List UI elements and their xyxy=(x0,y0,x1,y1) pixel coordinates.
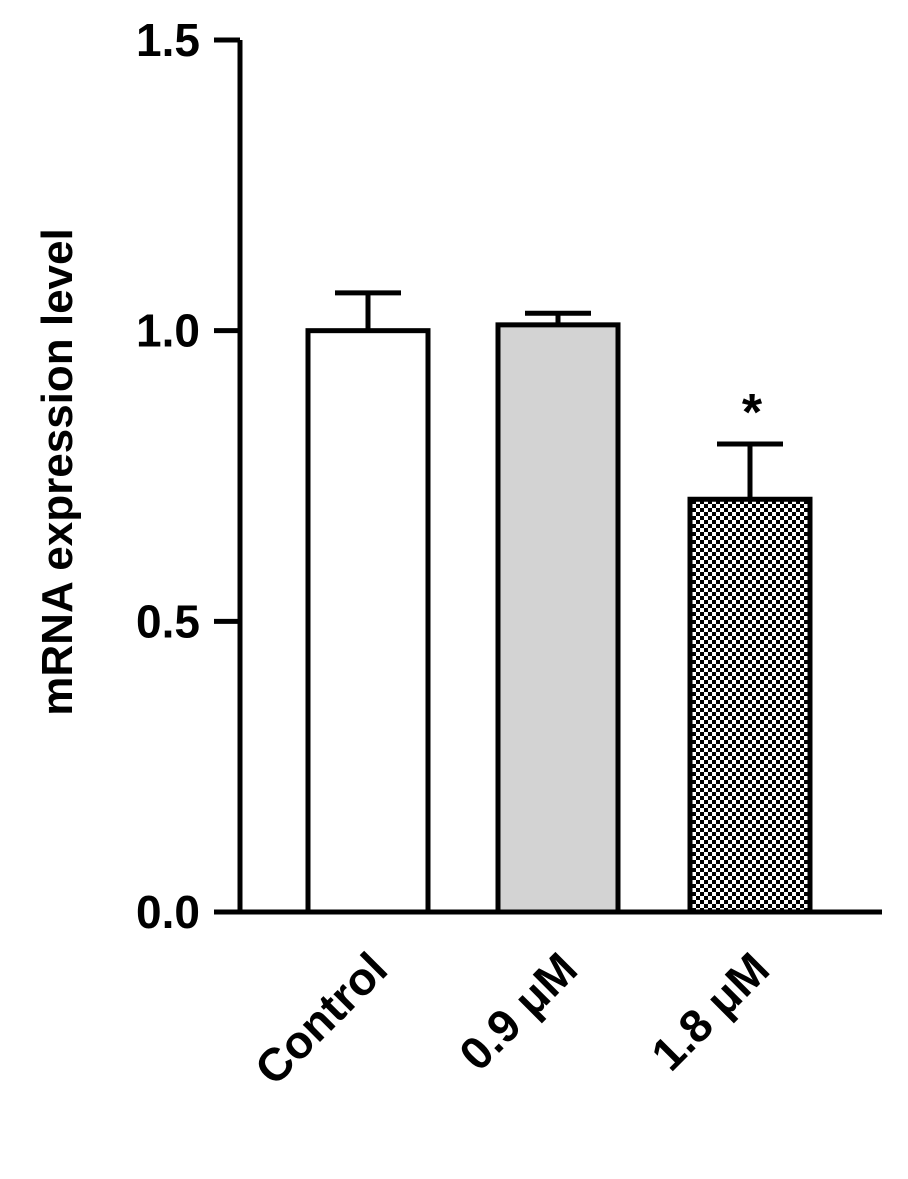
y-tick-label: 0.5 xyxy=(136,595,200,647)
axes-layer xyxy=(237,40,882,915)
x-category-label: 0.9 μM xyxy=(449,942,587,1080)
x-category-label: 1.8 μM xyxy=(641,942,779,1080)
y-axis-title: mRNA expression level xyxy=(33,228,82,715)
y-tick-label: 0.0 xyxy=(136,886,200,938)
category-labels: Control 0.9 μM 1.8 μM xyxy=(245,942,779,1094)
bars-layer: * xyxy=(305,290,813,915)
x-category-label: Control xyxy=(245,942,397,1094)
significance-marker: * xyxy=(742,384,763,442)
y-tick-label: 1.5 xyxy=(136,14,200,66)
bar xyxy=(495,322,621,915)
y-ticks: 0.0 0.5 1.0 1.5 xyxy=(136,14,240,938)
y-tick-label: 1.0 xyxy=(136,305,200,357)
bar xyxy=(687,496,813,915)
bar xyxy=(305,328,431,915)
